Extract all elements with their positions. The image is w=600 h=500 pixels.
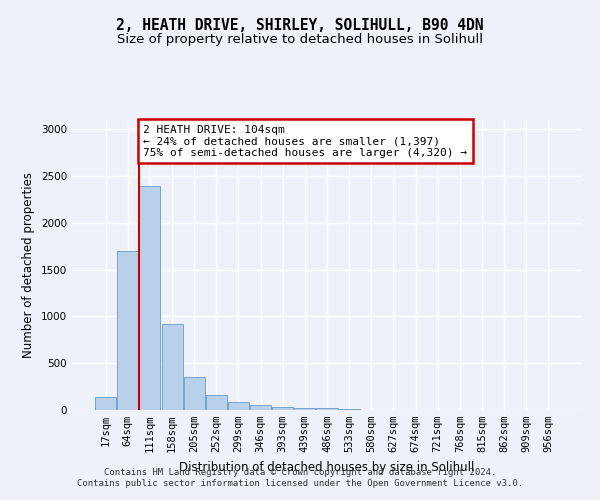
Bar	[338, 408, 359, 410]
Text: Size of property relative to detached houses in Solihull: Size of property relative to detached ho…	[117, 32, 483, 46]
Bar	[206, 395, 227, 410]
X-axis label: Distribution of detached houses by size in Solihull: Distribution of detached houses by size …	[179, 460, 475, 473]
Bar	[139, 186, 160, 410]
Bar	[161, 324, 182, 410]
Text: Contains HM Land Registry data © Crown copyright and database right 2024.
Contai: Contains HM Land Registry data © Crown c…	[77, 468, 523, 487]
Bar	[95, 397, 116, 410]
Bar	[118, 251, 139, 410]
Y-axis label: Number of detached properties: Number of detached properties	[22, 172, 35, 358]
Bar	[184, 378, 205, 410]
Bar	[295, 408, 316, 410]
Text: 2 HEATH DRIVE: 104sqm
← 24% of detached houses are smaller (1,397)
75% of semi-d: 2 HEATH DRIVE: 104sqm ← 24% of detached …	[143, 124, 467, 158]
Bar	[228, 402, 249, 410]
Bar	[250, 405, 271, 410]
Bar	[316, 408, 338, 410]
Bar	[272, 407, 293, 410]
Text: 2, HEATH DRIVE, SHIRLEY, SOLIHULL, B90 4DN: 2, HEATH DRIVE, SHIRLEY, SOLIHULL, B90 4…	[116, 18, 484, 32]
